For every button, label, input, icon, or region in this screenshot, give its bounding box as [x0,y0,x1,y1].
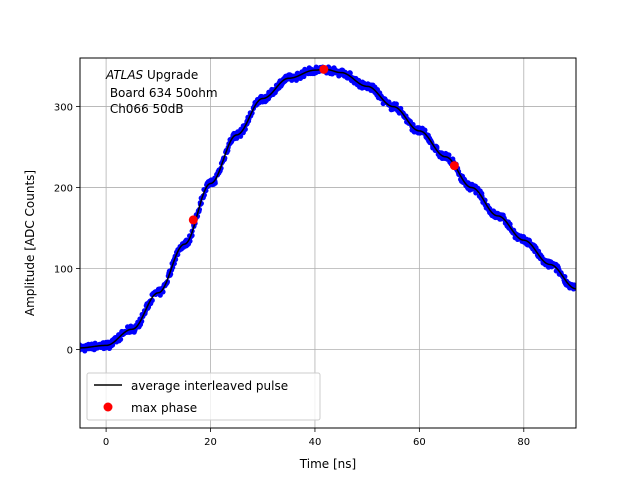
annotation-line-3: Ch066 50dB [106,102,184,116]
legend-box [86,372,321,421]
annotation-line-1: ATLAS Upgrade [105,68,198,82]
max-phase-point [449,161,459,171]
x-axis-ticks: 0 20 40 60 80 [103,428,530,448]
sample-point [393,101,399,107]
y-axis-label: Amplitude [ADC Counts] [23,170,37,316]
legend: average interleaved pulse max phase [86,372,321,421]
plot-frame [79,57,577,429]
max-phase-layer [188,64,459,225]
max-phase-point [188,215,198,225]
y-tick-label: 0 [67,345,73,356]
max-phase-point [319,64,329,74]
y-tick-label: 200 [54,184,73,195]
x-tick-label: 80 [517,437,530,448]
y-tick-label: 300 [54,103,73,114]
y-tick-label: 100 [54,265,73,276]
annotation-line-2: Board 634 50ohm [106,86,218,100]
x-tick-label: 60 [413,437,426,448]
annotation-atlas: ATLAS [105,68,144,82]
x-axis-label: Time [ns] [299,457,356,471]
y-axis-ticks: 0 100 200 300 [54,103,80,356]
x-tick-label: 20 [204,437,217,448]
x-tick-label: 40 [309,437,322,448]
legend-label-average: average interleaved pulse [131,379,288,393]
annotation-upgrade: Upgrade [143,68,198,82]
atlas-annotation: ATLAS Upgrade Board 634 50ohm Ch066 50dB [105,68,218,116]
legend-label-max-phase: max phase [131,401,197,415]
legend-dot-swatch [103,402,113,412]
x-tick-label: 0 [103,437,109,448]
sample-point [238,133,244,139]
